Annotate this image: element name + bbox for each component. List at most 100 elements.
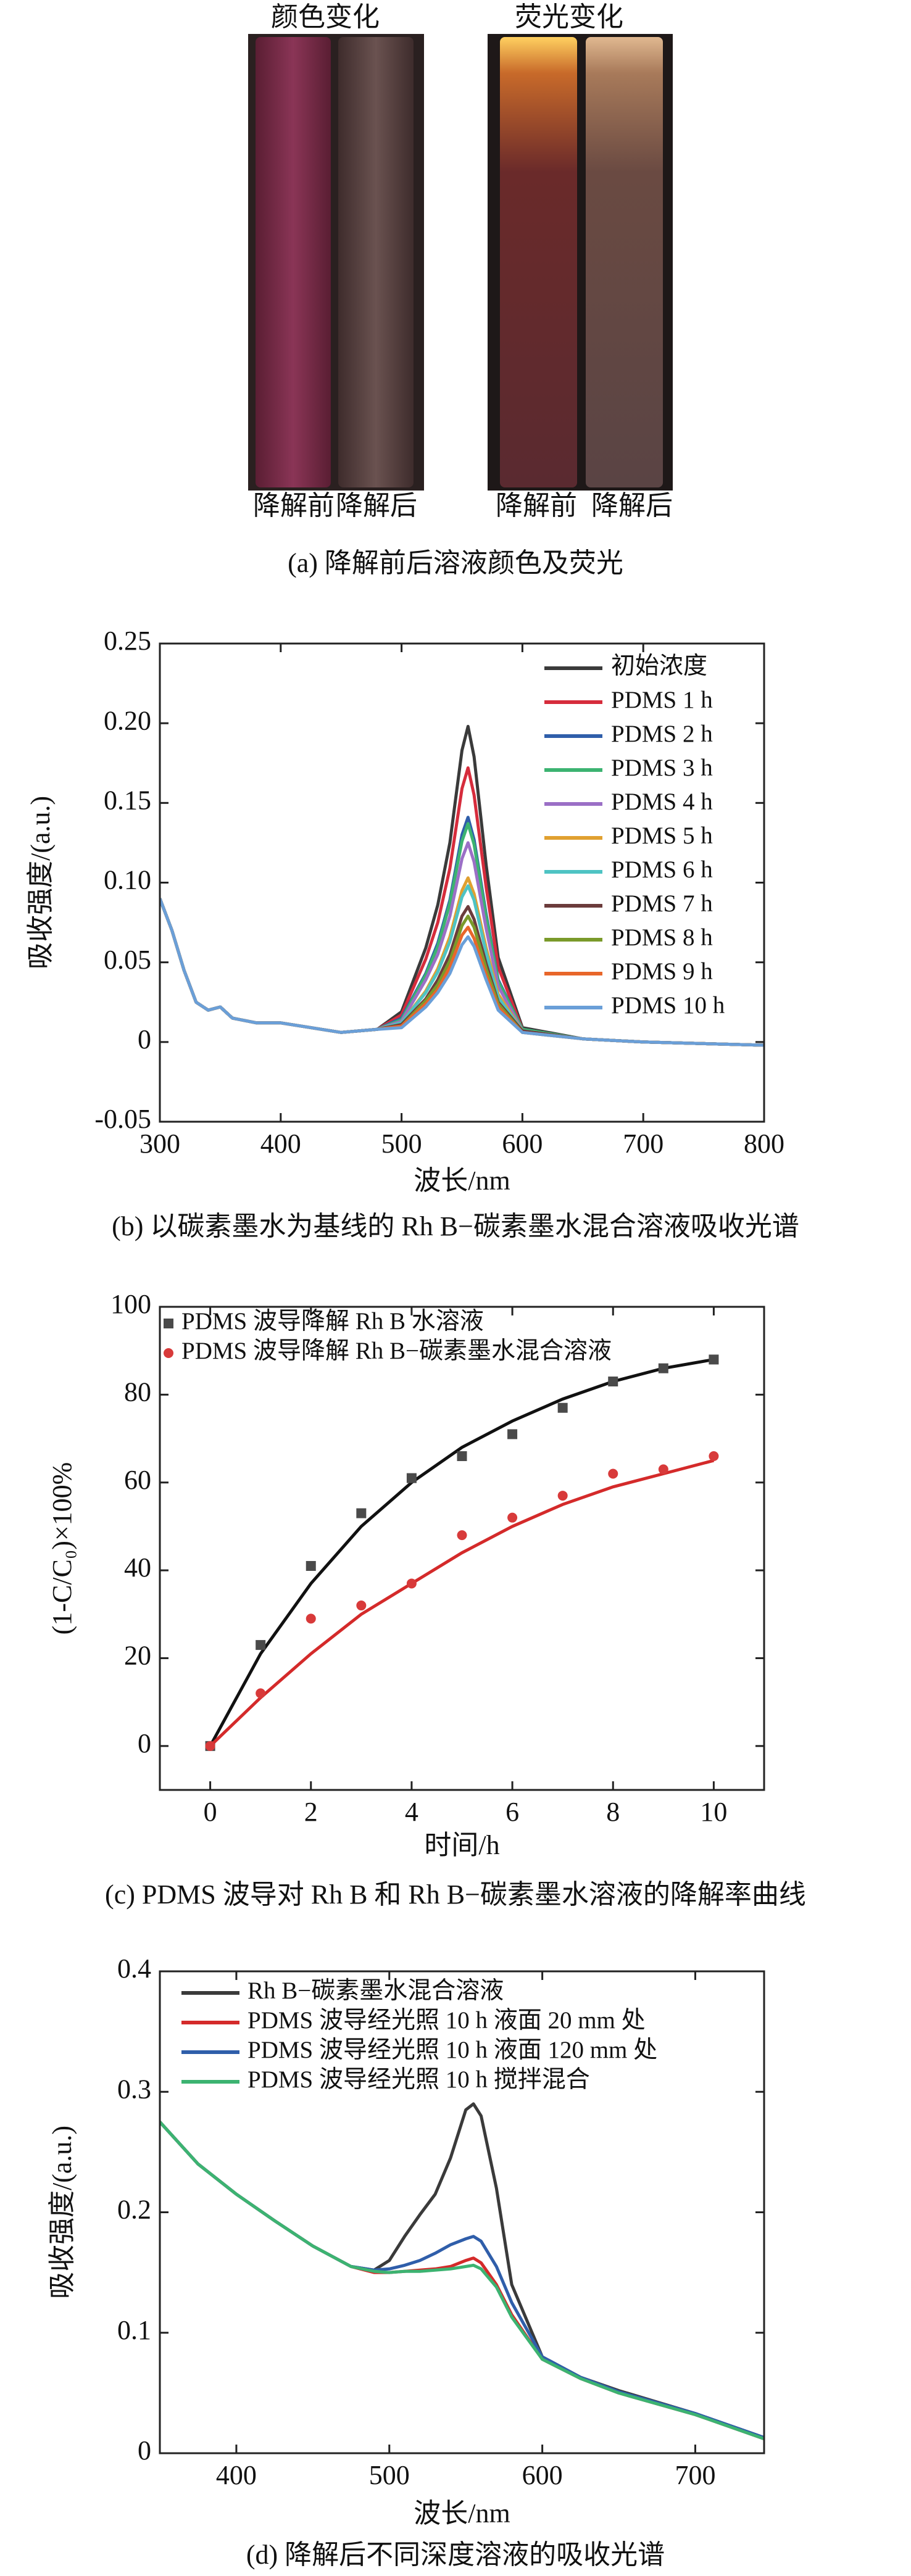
legend-label: PDMS 7 h <box>611 890 713 917</box>
fit-curve <box>209 1459 715 1747</box>
data-point <box>406 1473 417 1483</box>
caption: (b) 以碳素墨水为基线的 Rh B−碳素墨水混合溶液吸收光谱 <box>112 1211 799 1241</box>
data-point <box>709 1354 719 1365</box>
x-axis-label: 波长/nm <box>414 1166 510 1196</box>
legend-label: PDMS 波导经光照 10 h 搅拌混合 <box>248 2066 590 2093</box>
data-point <box>457 1530 467 1541</box>
plot-area <box>205 1354 719 1751</box>
data-point <box>356 1508 367 1518</box>
legend-label: PDMS 3 h <box>611 755 713 781</box>
data-point <box>356 1601 367 1611</box>
data-point <box>608 1468 618 1479</box>
legend-label: 初始浓度 <box>611 653 707 679</box>
data-point <box>306 1613 316 1624</box>
y-tick-label: 0.1 <box>117 2315 151 2345</box>
legend-label: PDMS 10 h <box>611 992 725 1019</box>
data-point <box>256 1640 266 1650</box>
legend-label: PDMS 波导降解 Rh B−碳素墨水混合溶液 <box>181 1338 612 1364</box>
axes-frame <box>159 1306 765 1791</box>
chart: 0 0.1 0.2 0.3 0.4 400 500 600 700 波长/nm 吸收强度/(a.u.… <box>47 1953 765 2570</box>
y-tick-label: 0.2 <box>117 2195 151 2225</box>
data-line <box>160 2121 764 2440</box>
y-tick-label: 40 <box>124 1552 151 1583</box>
legend-label: PDMS 2 h <box>611 721 713 747</box>
data-point <box>406 1578 417 1589</box>
legend-label: PDMS 1 h <box>611 687 713 713</box>
x-tick-label: 10 <box>700 1797 727 1827</box>
tube-label: 降解前 <box>253 491 335 521</box>
y-tick-label: 0 <box>138 1024 151 1054</box>
y-tick-label: 0 <box>138 2435 151 2466</box>
data-point <box>608 1377 618 1387</box>
data-line <box>160 2121 764 2440</box>
tube <box>586 37 663 487</box>
data-line <box>160 2102 764 2439</box>
y-tick-label: 0.10 <box>104 865 151 895</box>
data-point <box>658 1464 668 1475</box>
data-point <box>457 1451 467 1462</box>
tube <box>338 37 414 487</box>
plot-area <box>160 2102 764 2440</box>
y-axis-label: (1-C/C₀)×100% <box>47 1462 77 1635</box>
x-tick-label: 6 <box>505 1797 519 1827</box>
x-tick-label: 300 <box>139 1129 180 1159</box>
y-tick-label: 0 <box>138 1728 151 1758</box>
data-point <box>709 1451 719 1462</box>
photo-header: 颜色变化 <box>271 2 380 32</box>
x-tick-label: 2 <box>304 1797 318 1827</box>
legend-label: PDMS 9 h <box>611 958 713 985</box>
x-tick-label: 400 <box>216 2460 257 2490</box>
legend-label: Rh B−碳素墨水混合溶液 <box>248 1978 504 2004</box>
y-tick-label: 0.4 <box>117 1953 151 1984</box>
x-axis-label: 时间/h <box>424 1830 499 1860</box>
data-line <box>160 898 764 1047</box>
y-axis-label: 吸收强度/(a.u.) <box>25 796 56 969</box>
y-tick-label: 20 <box>124 1641 151 1671</box>
legend-marker <box>164 1348 173 1358</box>
photo-header: 荧光变化 <box>515 2 623 32</box>
fit-curve <box>209 1357 714 1747</box>
x-tick-label: 8 <box>606 1797 620 1827</box>
legend-label: PDMS 8 h <box>611 924 713 951</box>
y-tick-label: -0.05 <box>94 1104 151 1134</box>
y-tick-label: 0.05 <box>104 945 151 975</box>
x-tick-label: 600 <box>522 2460 563 2490</box>
y-axis-label: 吸收强度/(a.u.) <box>47 2126 77 2299</box>
y-tick-label: 100 <box>110 1289 151 1319</box>
data-point <box>507 1512 518 1523</box>
data-point <box>658 1363 668 1373</box>
caption: (c) PDMS 波导对 Rh B 和 Rh B−碳素墨水溶液的降解率曲线 <box>105 1879 806 1910</box>
x-tick-label: 800 <box>744 1129 784 1159</box>
data-point <box>205 1741 215 1751</box>
x-tick-label: 500 <box>381 1129 422 1159</box>
legend-marker <box>164 1319 173 1328</box>
chart: -0.05 0 0.05 0.10 0.15 0.20 0.25 300 400 500 600 70… <box>25 626 799 1241</box>
x-tick-label: 0 <box>204 1797 217 1827</box>
tube-label: 降解前 <box>496 491 577 521</box>
plot-area <box>160 724 764 1047</box>
legend-label: PDMS 波导经光照 10 h 液面 120 mm 处 <box>248 2037 657 2063</box>
tube <box>256 37 331 487</box>
x-axis-label: 波长/nm <box>414 2498 510 2528</box>
x-tick-label: 400 <box>260 1129 301 1159</box>
data-point <box>557 1491 568 1501</box>
photo-panel: 颜色变化 荧光变化 降解前 降解后 降解前 降解后 (a) 降解前后溶液颜色及荧… <box>248 2 673 578</box>
data-point <box>256 1688 266 1699</box>
data-line <box>160 2121 764 2439</box>
x-tick-label: 700 <box>675 2460 715 2490</box>
tube <box>500 37 577 487</box>
x-tick-label: 500 <box>369 2460 410 2490</box>
caption: (a) 降解前后溶液颜色及荧光 <box>288 548 623 578</box>
legend-label: PDMS 5 h <box>611 822 713 849</box>
chart: 0 20 40 60 80 100 0 2 4 6 8 10 时间/h (1-C/C₀)×100% (c) … <box>47 1289 806 1910</box>
data-point <box>306 1560 316 1571</box>
tube-label: 降解后 <box>336 491 417 521</box>
legend-label: PDMS 波导经光照 10 h 液面 20 mm 处 <box>248 2007 646 2034</box>
x-tick-label: 700 <box>623 1129 663 1159</box>
tube-label: 降解后 <box>591 491 673 521</box>
data-point <box>507 1429 518 1439</box>
y-tick-label: 0.20 <box>104 705 151 735</box>
y-tick-label: 80 <box>124 1377 151 1407</box>
y-tick-label: 60 <box>124 1465 151 1495</box>
